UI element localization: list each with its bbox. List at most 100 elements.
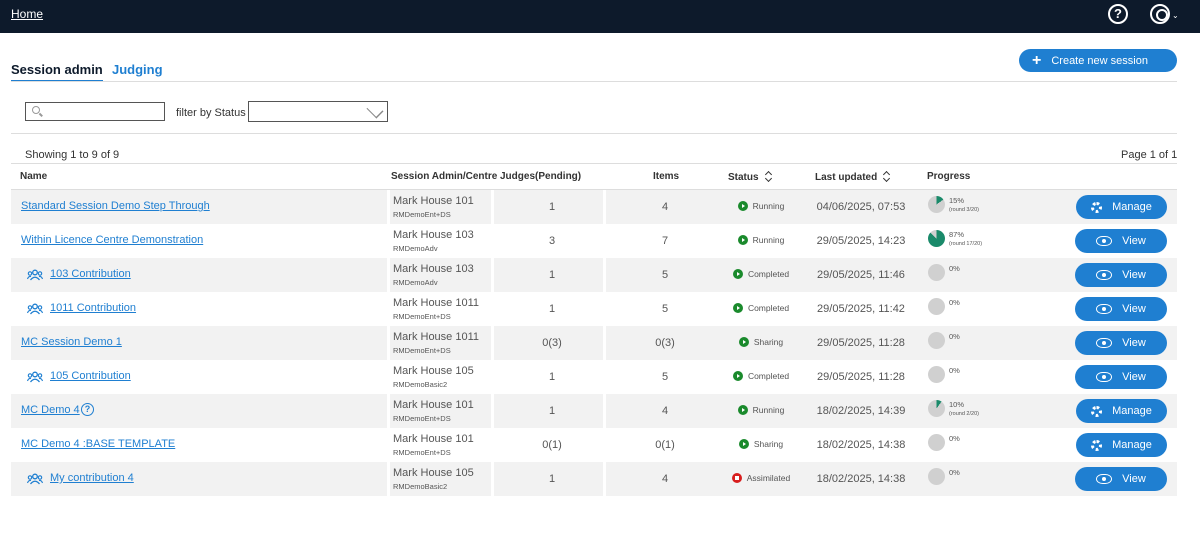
progress-round: (round 2/20) (949, 411, 979, 417)
action-label: View (1122, 371, 1146, 383)
view-button[interactable]: View (1075, 229, 1167, 253)
progress-percent: 10% (949, 400, 965, 409)
view-button[interactable]: View (1075, 263, 1167, 287)
session-name-link[interactable]: Standard Session Demo Step Through (21, 200, 210, 212)
centre-name: RMDemoEnt+DS (393, 414, 451, 423)
divider (491, 258, 494, 292)
manage-button[interactable]: Manage (1076, 195, 1167, 219)
tab-judging[interactable]: Judging (112, 62, 163, 77)
session-name-link[interactable]: 103 Contribution (50, 268, 131, 280)
divider (387, 428, 390, 462)
progress-pie (928, 468, 945, 485)
items-count: 0(1) (655, 439, 675, 451)
manage-button[interactable]: Manage (1076, 399, 1167, 423)
session-name-link[interactable]: MC Demo 4 :BASE TEMPLATE (21, 438, 176, 450)
status-text: Completed (747, 303, 790, 313)
table-row: Within Licence Centre Demonstration Mark … (11, 224, 1177, 258)
session-name-link[interactable]: My contribution 4 (50, 472, 134, 484)
status-badge: Sharing (711, 439, 811, 449)
divider (491, 394, 494, 428)
status-badge: Completed (711, 371, 811, 381)
judges-count: 1 (548, 371, 556, 383)
items-count: 7 (661, 235, 669, 247)
group-icon (26, 370, 44, 383)
action-label: View (1122, 473, 1146, 485)
stop-icon (731, 473, 742, 483)
column-header-judges[interactable]: Judges(Pending) (500, 171, 582, 182)
last-updated: 18/02/2025, 14:38 (816, 473, 906, 485)
admin-name: Mark House 103 (393, 263, 474, 275)
admin-name: Mark House 101 (393, 433, 474, 445)
last-updated: 29/05/2025, 11:28 (817, 371, 905, 383)
column-header-status[interactable]: Status (728, 171, 772, 183)
table-row: Standard Session Demo Step Through Mark H… (11, 190, 1177, 224)
chevron-down-icon (366, 101, 384, 119)
search-icon (32, 106, 40, 114)
help-icon[interactable]: ? (1108, 4, 1128, 24)
manage-button[interactable]: Manage (1076, 433, 1167, 457)
column-header-items[interactable]: Items (653, 171, 680, 182)
help-icon[interactable]: ? (81, 403, 94, 416)
session-name-link[interactable]: Within Licence Centre Demonstration (21, 234, 204, 246)
last-updated: 29/05/2025, 11:46 (817, 269, 905, 281)
progress-pie (928, 230, 945, 247)
session-name-link[interactable]: MC Session Demo 1 (21, 336, 122, 348)
play-icon (737, 235, 748, 245)
column-header-admin[interactable]: Session Admin/Centre (391, 171, 498, 182)
progress-percent: 0% (949, 264, 960, 273)
centre-name: RMDemoEnt+DS (393, 210, 451, 219)
view-button[interactable]: View (1075, 467, 1167, 491)
session-admin-cell: Mark House 103 RMDemoAdv (393, 229, 474, 253)
view-button[interactable]: View (1075, 297, 1167, 321)
user-icon[interactable] (1150, 4, 1170, 24)
divider (387, 292, 390, 326)
status-text: Sharing (753, 439, 784, 449)
progress-percent: 0% (949, 366, 960, 375)
table-row: MC Demo 4? Mark House 101 RMDemoEnt+DS 1 4 Ru… (11, 394, 1177, 428)
admin-name: Mark House 1011 (393, 297, 480, 309)
judges-count: 1 (548, 303, 556, 315)
play-icon (737, 201, 748, 211)
sort-icon[interactable] (766, 171, 772, 181)
table-header: Name Session Admin/Centre Judges(Pending… (11, 163, 1177, 190)
last-updated: 29/05/2025, 11:28 (817, 337, 905, 349)
home-link[interactable]: Home (11, 7, 44, 21)
last-updated: 18/02/2025, 14:38 (816, 439, 906, 451)
action-label: View (1122, 235, 1146, 247)
admin-name: Mark House 103 (393, 229, 474, 241)
eye-icon (1096, 474, 1113, 484)
status-badge: Running (711, 201, 811, 211)
session-name-link[interactable]: 105 Contribution (50, 370, 131, 382)
column-header-updated[interactable]: Last updated (815, 171, 890, 183)
session-name-link[interactable]: MC Demo 4 (21, 404, 80, 416)
tab-session-admin[interactable]: Session admin (11, 62, 103, 82)
create-new-session-button[interactable]: + Create new session (1019, 49, 1177, 72)
last-updated: 04/06/2025, 07:53 (816, 201, 906, 213)
view-button[interactable]: View (1075, 331, 1167, 355)
group-icon (26, 268, 44, 281)
divider (387, 224, 390, 258)
status-badge: Running (711, 405, 811, 415)
centre-name: RMDemoEnt+DS (393, 346, 451, 355)
judges-count: 1 (548, 269, 556, 281)
chevron-down-icon[interactable]: ⌄ (1172, 11, 1179, 20)
status-text: Completed (747, 269, 790, 279)
view-button[interactable]: View (1075, 365, 1167, 389)
divider (491, 462, 494, 496)
play-icon (738, 337, 749, 347)
action-label: View (1122, 303, 1146, 315)
progress-percent: 0% (949, 468, 960, 477)
status-filter-select[interactable] (248, 101, 388, 122)
centre-name: RMDemoBasic2 (393, 380, 448, 389)
judges-count: 1 (548, 473, 556, 485)
divider (387, 258, 390, 292)
session-name-link[interactable]: 1011 Contribution (50, 302, 137, 314)
table-row: 1011 Contribution Mark House 1011 RMDemoEn… (11, 292, 1177, 326)
session-admin-cell: Mark House 1011 RMDemoEnt+DS (393, 331, 479, 355)
status-badge: Assimilated (711, 473, 811, 483)
centre-name: RMDemoBasic2 (393, 482, 448, 491)
search-input[interactable] (25, 102, 165, 121)
results-count: Showing 1 to 9 of 9 (25, 149, 120, 161)
column-header-name[interactable]: Name (20, 171, 48, 182)
sort-icon[interactable] (884, 171, 890, 181)
